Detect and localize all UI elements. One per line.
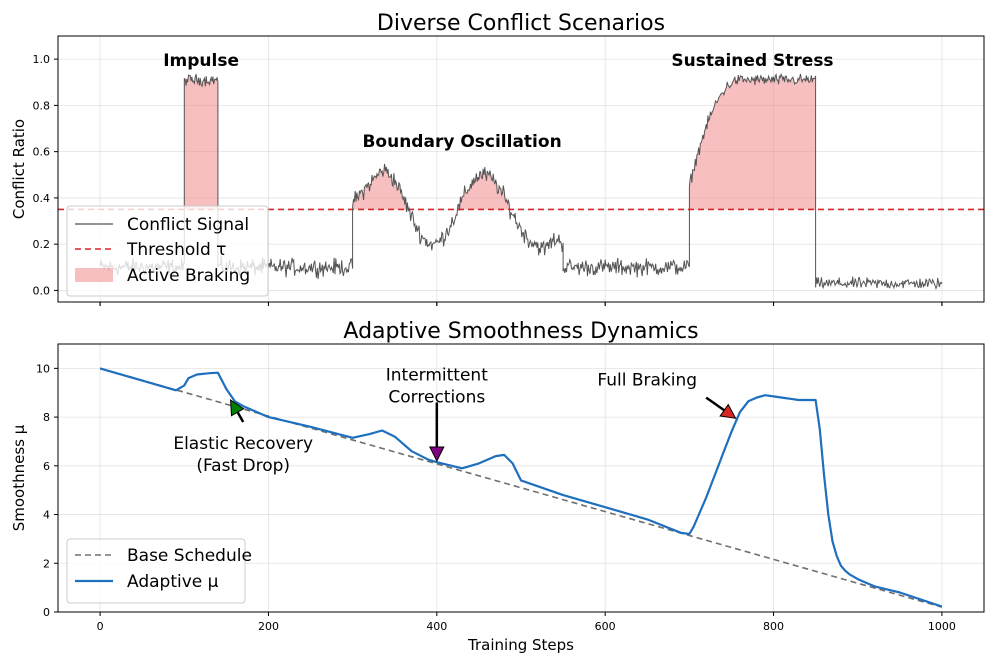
braking-region: [352, 163, 406, 210]
chart-title: Diverse Conflict Scenarios: [377, 11, 665, 36]
y-tick-label: 0.4: [33, 192, 51, 205]
y-tick-label: 4: [43, 509, 50, 522]
y-tick-label: 0.6: [33, 146, 51, 159]
region-label: Impulse: [163, 51, 239, 71]
y-tick-label: 0.2: [33, 238, 51, 251]
x-tick-label: 600: [595, 620, 616, 633]
y-axis-label: Conflict Ratio: [10, 119, 28, 219]
annotation-text: (Fast Drop): [196, 456, 290, 476]
legend-label: Active Braking: [127, 266, 250, 286]
legend: Conflict Signal Threshold τ Active Braking: [66, 205, 269, 297]
y-tick-label: 6: [43, 460, 50, 473]
plot-frame: [57, 35, 985, 303]
region-label: Sustained Stress: [671, 51, 833, 71]
x-tick-label: 400: [426, 620, 447, 633]
y-tick-label: 0.8: [33, 99, 51, 112]
annotation-arrow-shaft: [236, 411, 245, 423]
annotation-text: Elastic Recovery: [173, 434, 313, 454]
annotations: Elastic Recovery(Fast Drop) IntermittentC…: [173, 366, 737, 476]
legend-frame: [66, 205, 269, 297]
x-tick-label: 200: [258, 620, 279, 633]
legend-label: Base Schedule: [127, 546, 252, 566]
x-tick-label: 800: [763, 620, 784, 633]
axis-ticks: 0.0 0.2 0.4 0.6 0.8 1.0: [33, 53, 943, 306]
y-tick-label: 2: [43, 557, 50, 570]
legend-frame: [66, 538, 246, 604]
annotation-arrow-head: [719, 403, 737, 419]
legend: Base Schedule Adaptive μ: [66, 538, 252, 604]
annotation-arrow-head: [429, 446, 445, 463]
adaptive-mu-series: [99, 367, 943, 608]
x-tick-label: 1000: [928, 620, 956, 633]
annotation-text: Corrections: [388, 388, 485, 408]
chart-title: Adaptive Smoothness Dynamics: [343, 319, 698, 344]
braking-region: [184, 74, 218, 210]
legend-label: Adaptive μ: [127, 572, 219, 592]
active-braking-fill: [184, 73, 816, 210]
annotation-text: Intermittent: [386, 366, 488, 386]
y-axis-label: Smoothness μ: [10, 424, 28, 531]
smoothness-chart: Adaptive Smoothness Dynamics 0 200 400 600 8…: [10, 319, 985, 654]
y-tick-label: 10: [36, 362, 50, 375]
region-label: Boundary Oscillation: [362, 132, 561, 152]
legend-swatch-fill: [75, 268, 113, 282]
plot-frame: [57, 343, 985, 613]
x-tick-label: 0: [97, 620, 104, 633]
y-tick-label: 1.0: [33, 53, 51, 66]
annotation-arrow-shaft: [705, 396, 725, 412]
region-labels: Impulse Boundary Oscillation Sustained Str…: [163, 51, 833, 152]
braking-region: [460, 167, 510, 210]
axis-ticks: 0 200 400 600 800 1000 0 2 4 6 8 10: [36, 362, 956, 633]
braking-region: [689, 73, 816, 210]
annotation-arrow-head: [230, 399, 245, 417]
legend-label: Conflict Signal: [127, 215, 249, 235]
y-tick-label: 8: [43, 411, 50, 424]
y-tick-label: 0: [43, 606, 50, 619]
annotation-text: Full Braking: [597, 370, 697, 390]
x-axis-label: Training Steps: [467, 636, 574, 654]
conflict-chart: Diverse Conflict Scenarios 0.00.20.40.60…: [10, 11, 985, 306]
legend-label: Threshold τ: [126, 240, 226, 260]
y-tick-label: 0.0: [33, 284, 51, 297]
